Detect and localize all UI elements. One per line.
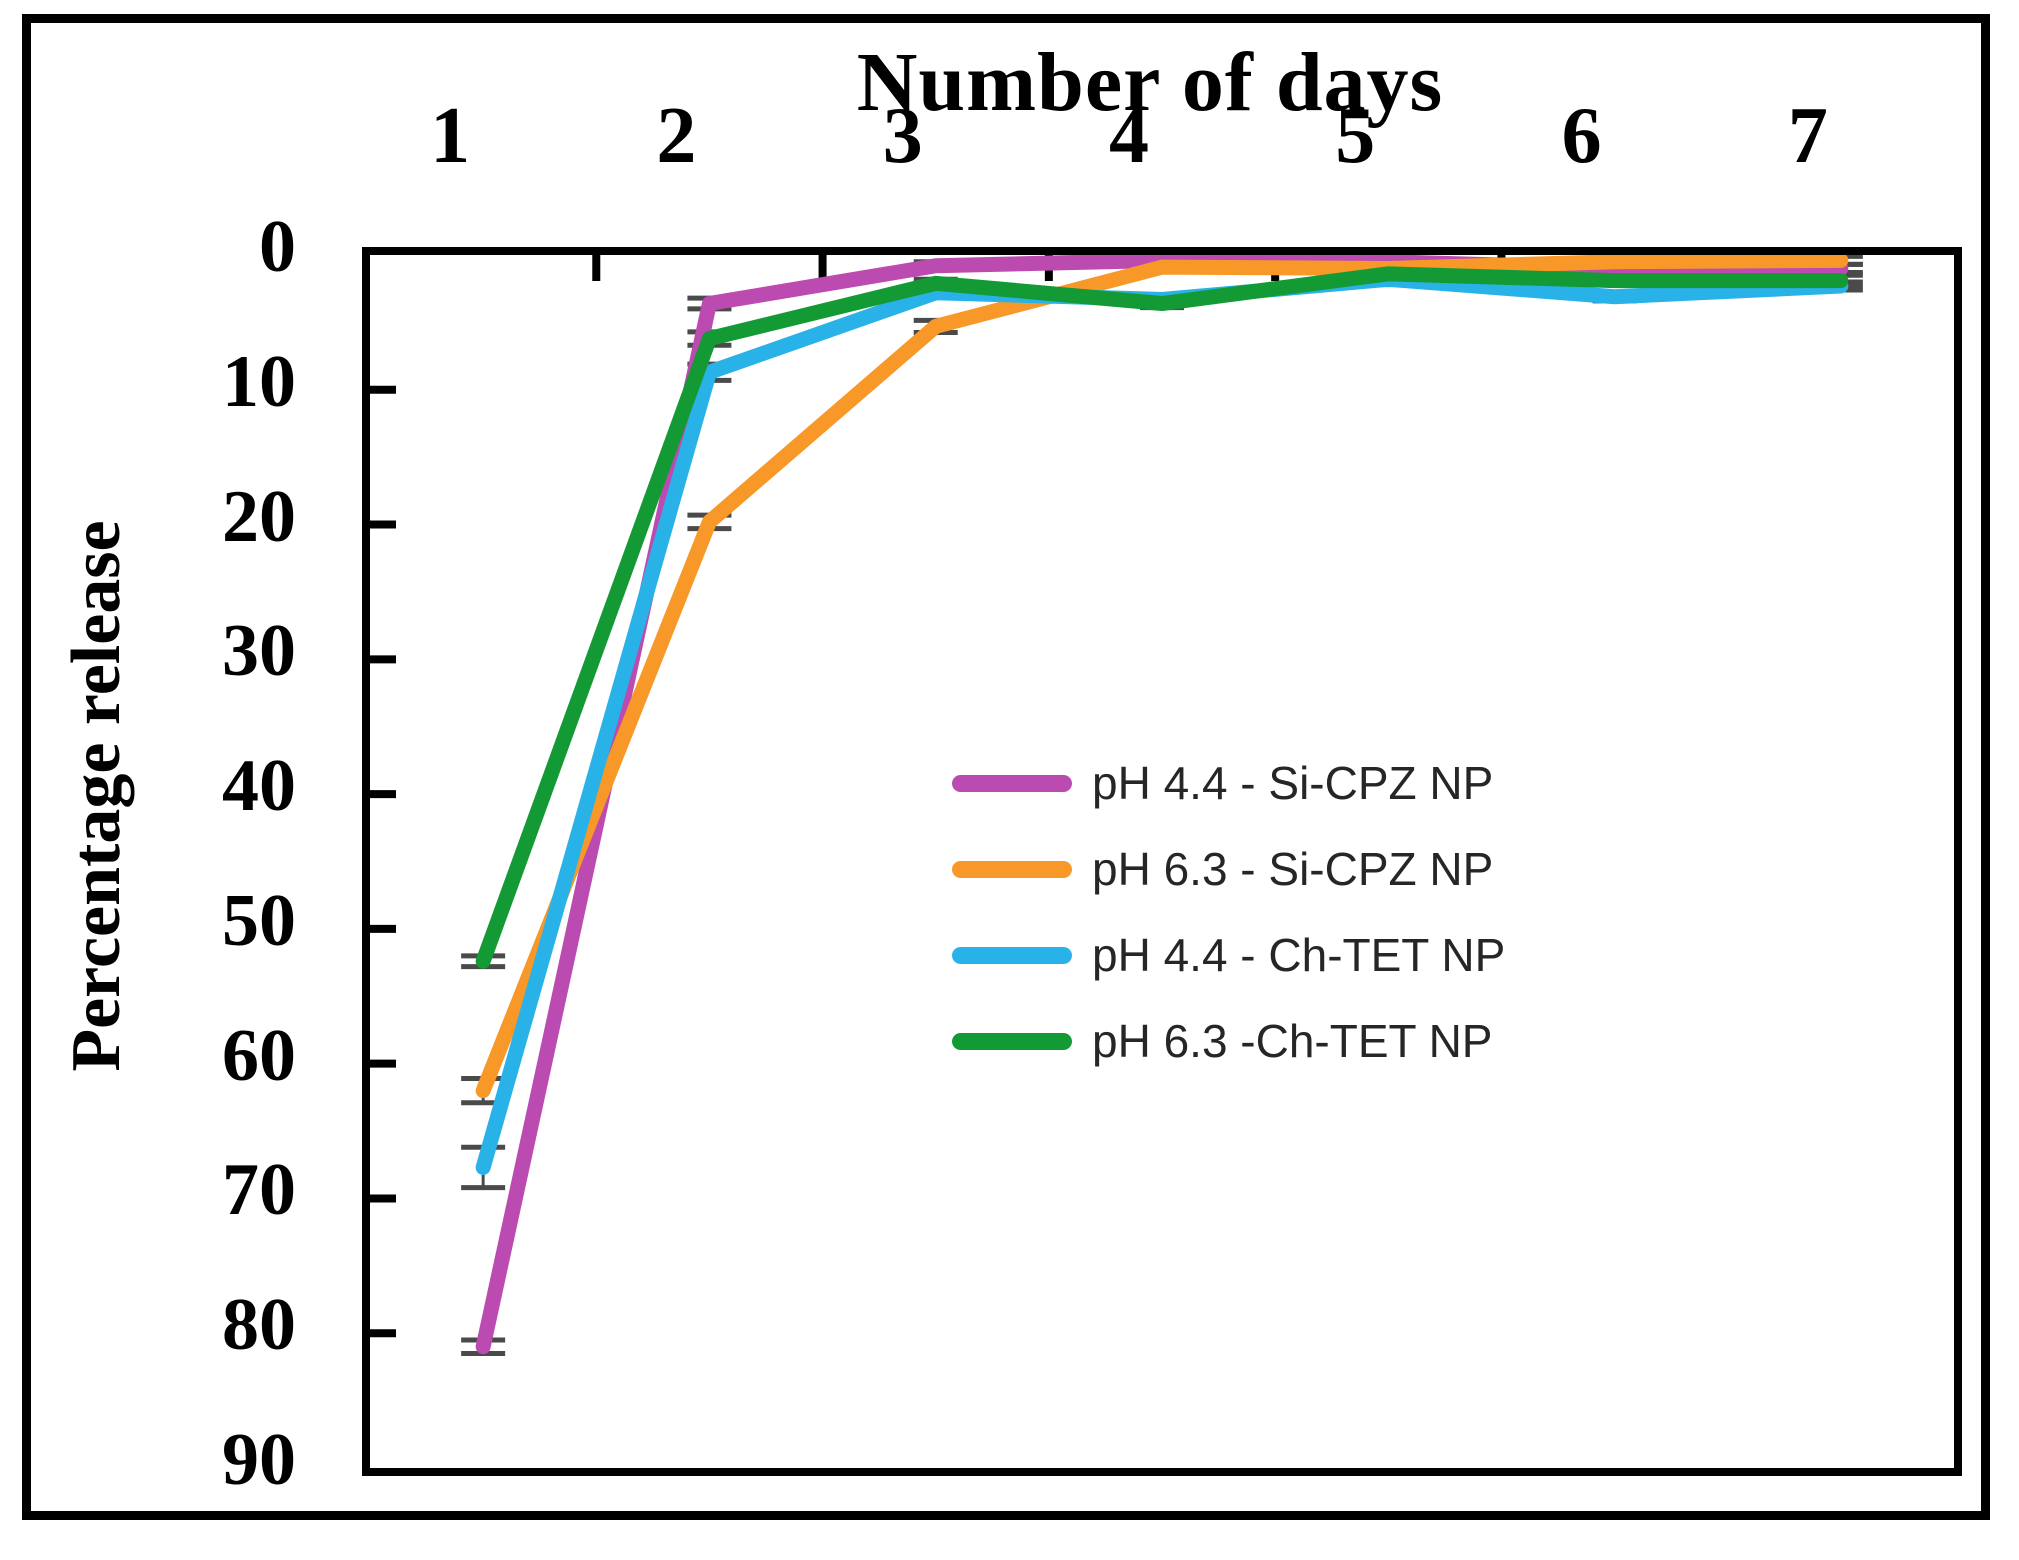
y-tick-label-50: 50 xyxy=(222,879,296,962)
legend-item: pH 6.3 -Ch-TET NP xyxy=(952,1018,1492,1064)
legend-item: pH 6.3 - Si-CPZ NP xyxy=(952,846,1493,892)
x-axis-title: Number of days xyxy=(856,36,1444,129)
x-tick-label-3: 3 xyxy=(882,92,923,180)
x-tick-label-7: 7 xyxy=(1787,92,1828,180)
y-tick-label-70: 70 xyxy=(222,1149,296,1232)
x-tick-label-6: 6 xyxy=(1561,92,1602,180)
x-tick-label-4: 4 xyxy=(1109,92,1149,180)
y-axis-title: Percentage release xyxy=(58,520,135,1072)
y-tick-label-30: 30 xyxy=(222,610,296,693)
legend-swatch xyxy=(952,774,1072,792)
y-tick-label-0: 0 xyxy=(259,206,296,288)
legend-label: pH 4.4 - Ch-TET NP xyxy=(1092,929,1506,981)
series-line-3 xyxy=(475,266,1849,969)
legend-item: pH 4.4 - Si-CPZ NP xyxy=(952,760,1493,806)
legend-label: pH 6.3 - Si-CPZ NP xyxy=(1092,843,1494,895)
y-tick-label-60: 60 xyxy=(222,1014,296,1097)
y-tick-label-90: 90 xyxy=(222,1419,296,1501)
x-tick-label-2: 2 xyxy=(656,92,697,180)
legend-swatch xyxy=(952,860,1072,878)
legend-swatch xyxy=(952,1032,1072,1050)
series-line-1 xyxy=(475,255,1849,1099)
line-chart xyxy=(370,255,1863,1356)
plot-area xyxy=(362,247,1962,1476)
legend-label: pH 6.3 -Ch-TET NP xyxy=(1092,1015,1493,1067)
legend-label: pH 4.4 - Si-CPZ NP xyxy=(1092,757,1494,809)
x-tick-label-5: 5 xyxy=(1335,92,1376,180)
y-tick-label-80: 80 xyxy=(222,1284,296,1367)
y-tick-label-40: 40 xyxy=(222,745,296,828)
legend-swatch xyxy=(952,946,1072,964)
legend-item: pH 4.4 - Ch-TET NP xyxy=(952,932,1505,978)
figure-border xyxy=(22,14,1990,1520)
y-tick-label-20: 20 xyxy=(222,475,296,558)
y-tick-label-10: 10 xyxy=(222,340,296,423)
x-tick-label-1: 1 xyxy=(430,92,471,180)
